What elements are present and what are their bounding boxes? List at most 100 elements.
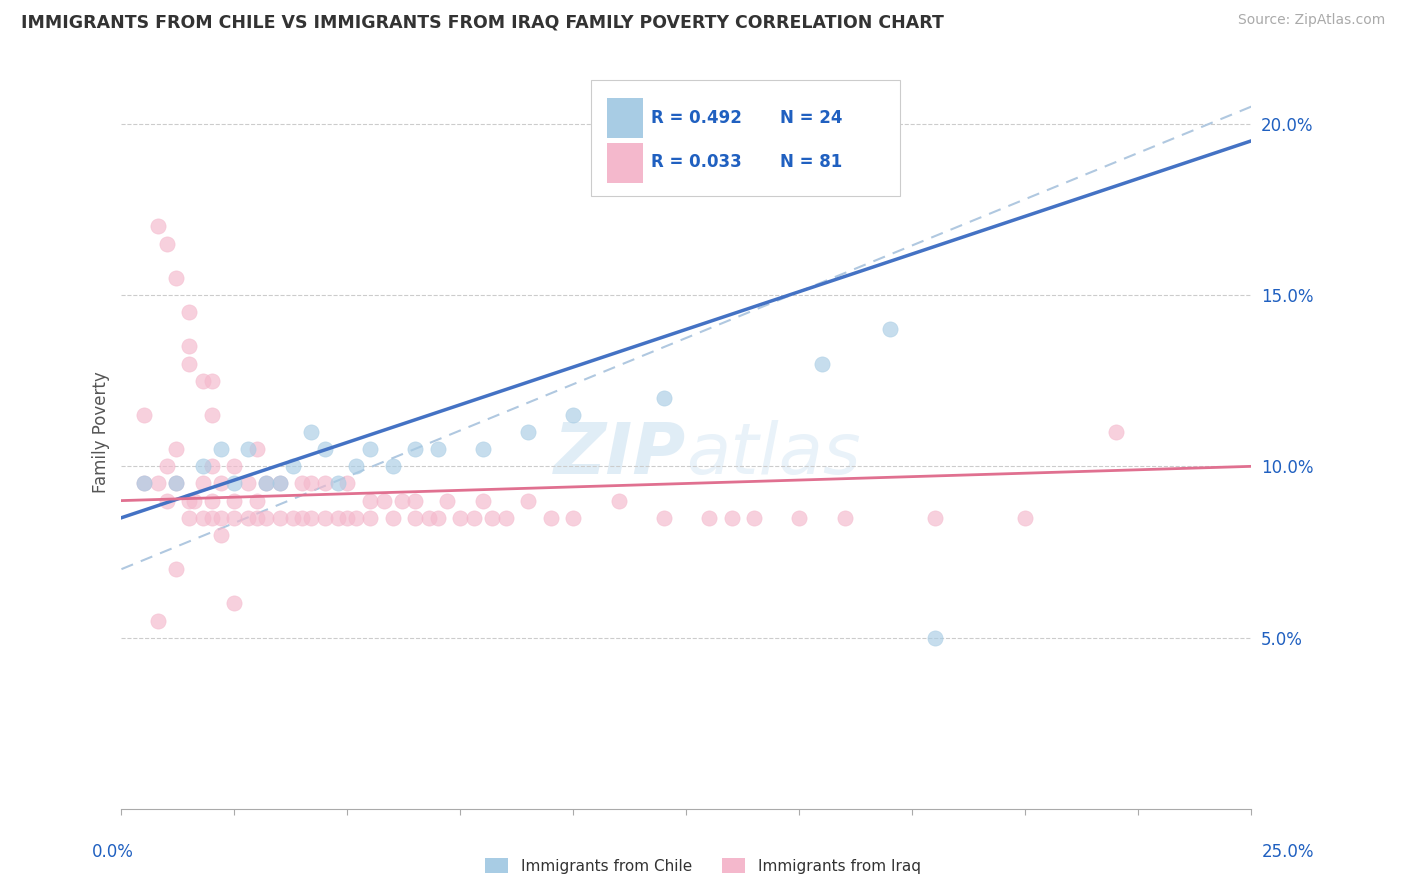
Point (201, 493, 224, 508)
Point (359, 493, 381, 508)
Point (314, 476, 336, 491)
Point (495, 510, 517, 524)
Point (254, 476, 277, 491)
Point (652, 510, 675, 524)
Legend: Immigrants from Chile, Immigrants from Iraq: Immigrants from Chile, Immigrants from I… (479, 852, 927, 880)
Point (156, 493, 179, 508)
Point (373, 493, 395, 508)
Point (472, 442, 495, 457)
Point (146, 476, 169, 491)
Point (254, 476, 277, 491)
Point (472, 493, 495, 508)
Point (165, 442, 187, 457)
Point (132, 408, 155, 422)
Point (789, 510, 811, 524)
Point (336, 510, 359, 524)
Point (381, 510, 404, 524)
Point (346, 510, 368, 524)
Text: ZIP: ZIP (554, 420, 686, 489)
Point (299, 510, 322, 524)
Point (299, 476, 322, 491)
Point (246, 442, 269, 457)
Point (224, 476, 246, 491)
Point (165, 476, 187, 491)
Text: atlas: atlas (686, 420, 860, 489)
Point (224, 493, 246, 508)
Point (209, 476, 232, 491)
Point (359, 442, 381, 457)
Point (165, 271, 187, 285)
Point (201, 510, 224, 524)
Text: R = 0.492: R = 0.492 (651, 109, 742, 127)
Point (269, 510, 291, 524)
Point (517, 425, 540, 439)
Text: IMMIGRANTS FROM CHILE VS IMMIGRANTS FROM IRAQ FAMILY POVERTY CORRELATION CHART: IMMIGRANTS FROM CHILE VS IMMIGRANTS FROM… (21, 13, 943, 31)
Point (283, 459, 305, 474)
Point (246, 493, 269, 508)
Point (314, 510, 336, 524)
Point (314, 442, 336, 457)
Point (834, 510, 856, 524)
Point (246, 510, 269, 524)
Point (236, 510, 259, 524)
Point (224, 596, 246, 610)
Point (540, 510, 562, 524)
Point (426, 510, 449, 524)
Point (179, 357, 201, 371)
Point (404, 493, 426, 508)
Point (179, 339, 201, 353)
Point (426, 442, 449, 457)
Point (156, 459, 179, 474)
Text: 25.0%: 25.0% (1263, 843, 1315, 861)
Point (720, 510, 742, 524)
Point (811, 357, 834, 371)
Point (179, 305, 201, 319)
Point (183, 493, 205, 508)
Point (165, 562, 187, 576)
Point (299, 425, 322, 439)
Point (328, 476, 350, 491)
Point (481, 510, 503, 524)
Point (404, 442, 426, 457)
Point (463, 510, 485, 524)
Point (562, 408, 585, 422)
Point (879, 322, 901, 336)
Point (201, 408, 224, 422)
Point (191, 374, 214, 388)
Point (562, 510, 585, 524)
Point (436, 493, 458, 508)
Point (346, 459, 368, 474)
Point (404, 510, 426, 524)
Point (236, 476, 259, 491)
Point (191, 510, 214, 524)
Point (224, 459, 246, 474)
Point (201, 374, 224, 388)
Point (652, 391, 675, 405)
Text: Source: ZipAtlas.com: Source: ZipAtlas.com (1237, 13, 1385, 28)
Point (742, 510, 765, 524)
Point (391, 493, 413, 508)
Point (291, 476, 314, 491)
Point (1014, 510, 1036, 524)
Point (156, 236, 179, 251)
Point (179, 493, 201, 508)
Point (449, 510, 471, 524)
Point (179, 510, 201, 524)
Point (924, 631, 946, 645)
Text: N = 24: N = 24 (780, 109, 842, 127)
Point (336, 476, 359, 491)
Point (291, 510, 314, 524)
Point (418, 510, 440, 524)
Point (146, 614, 169, 628)
Point (254, 510, 277, 524)
Point (1105, 425, 1128, 439)
Point (269, 476, 291, 491)
Point (359, 510, 381, 524)
Text: R = 0.033: R = 0.033 (651, 153, 742, 171)
Point (697, 510, 720, 524)
Point (132, 476, 155, 491)
Point (209, 510, 232, 524)
Point (381, 459, 404, 474)
Point (236, 442, 259, 457)
Y-axis label: Family Poverty: Family Poverty (93, 371, 110, 493)
